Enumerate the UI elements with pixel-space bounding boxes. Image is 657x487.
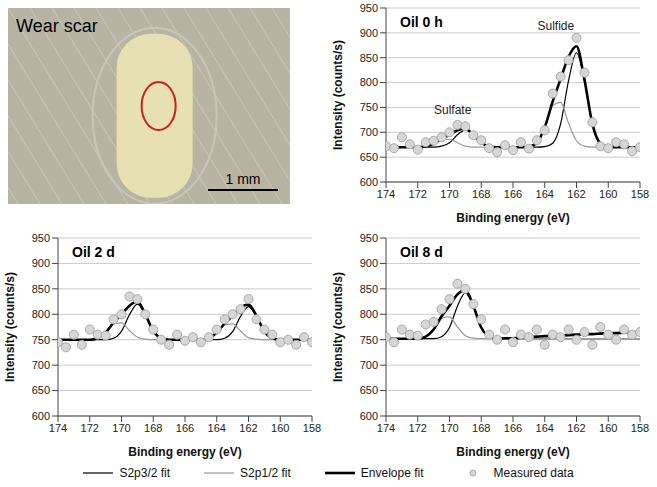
svg-text:174: 174 bbox=[377, 422, 395, 434]
svg-text:158: 158 bbox=[631, 422, 649, 434]
svg-text:900: 900 bbox=[32, 257, 50, 269]
svg-text:170: 170 bbox=[112, 422, 130, 434]
html-text:S2p1/2 fit: S2p1/2 fit bbox=[240, 466, 291, 480]
svg-text:Binding energy (eV): Binding energy (eV) bbox=[456, 211, 569, 225]
svg-text:650: 650 bbox=[360, 384, 378, 396]
svg-text:700: 700 bbox=[32, 359, 50, 371]
svg-text:162: 162 bbox=[239, 422, 257, 434]
svg-text:850: 850 bbox=[32, 283, 50, 295]
svg-text:170: 170 bbox=[440, 422, 458, 434]
svg-text:800: 800 bbox=[360, 308, 378, 320]
svg-text:162: 162 bbox=[567, 188, 585, 200]
svg-text:160: 160 bbox=[271, 422, 289, 434]
html-text:Oil 0 h: Oil 0 h bbox=[400, 14, 443, 30]
svg-text:172: 172 bbox=[409, 422, 427, 434]
html-text:S2p3/2 fit: S2p3/2 fit bbox=[119, 466, 171, 480]
svg-text:Intensity (counts/s): Intensity (counts/s) bbox=[3, 272, 17, 382]
svg-text:172: 172 bbox=[409, 188, 427, 200]
svg-text:800: 800 bbox=[360, 76, 378, 88]
svg-text:950: 950 bbox=[360, 232, 378, 244]
svg-text:Intensity (counts/s): Intensity (counts/s) bbox=[331, 40, 345, 150]
svg-text:Sulfate: Sulfate bbox=[434, 103, 472, 117]
svg-text:168: 168 bbox=[472, 422, 490, 434]
svg-text:950: 950 bbox=[32, 232, 50, 244]
svg-text:160: 160 bbox=[599, 422, 617, 434]
html-text:Measured data: Measured data bbox=[493, 466, 574, 480]
svg-text:174: 174 bbox=[49, 422, 67, 434]
html-text:Oil 8 d: Oil 8 d bbox=[400, 244, 443, 260]
svg-text:172: 172 bbox=[81, 422, 99, 434]
svg-text:166: 166 bbox=[176, 422, 194, 434]
svg-text:950: 950 bbox=[360, 2, 378, 14]
svg-text:166: 166 bbox=[504, 188, 522, 200]
svg-text:650: 650 bbox=[360, 151, 378, 163]
svg-text:174: 174 bbox=[377, 188, 395, 200]
html-text:Envelope fit: Envelope fit bbox=[360, 466, 424, 480]
svg-text:158: 158 bbox=[631, 188, 649, 200]
svg-text:166: 166 bbox=[504, 422, 522, 434]
html-text:Oil 2 d: Oil 2 d bbox=[72, 244, 115, 260]
svg-text:164: 164 bbox=[208, 422, 226, 434]
svg-text:160: 160 bbox=[599, 188, 617, 200]
svg-text:800: 800 bbox=[32, 308, 50, 320]
svg-text:750: 750 bbox=[360, 334, 378, 346]
svg-text:900: 900 bbox=[360, 27, 378, 39]
svg-text:Binding energy (eV): Binding energy (eV) bbox=[128, 445, 241, 459]
svg-text:900: 900 bbox=[360, 257, 378, 269]
svg-text:1 mm: 1 mm bbox=[226, 171, 261, 187]
svg-text:158: 158 bbox=[303, 422, 321, 434]
svg-text:162: 162 bbox=[567, 422, 585, 434]
svg-text:750: 750 bbox=[32, 334, 50, 346]
svg-text:168: 168 bbox=[144, 422, 162, 434]
svg-text:650: 650 bbox=[32, 384, 50, 396]
svg-text:600: 600 bbox=[32, 410, 50, 422]
svg-text:Binding energy (eV): Binding energy (eV) bbox=[456, 445, 569, 459]
svg-text:170: 170 bbox=[440, 188, 458, 200]
svg-text:600: 600 bbox=[360, 410, 378, 422]
svg-text:Intensity (counts/s): Intensity (counts/s) bbox=[331, 272, 345, 382]
svg-text:750: 750 bbox=[360, 101, 378, 113]
svg-text:164: 164 bbox=[536, 188, 554, 200]
svg-text:700: 700 bbox=[360, 359, 378, 371]
svg-text:164: 164 bbox=[536, 422, 554, 434]
svg-text:850: 850 bbox=[360, 283, 378, 295]
svg-text:700: 700 bbox=[360, 126, 378, 138]
svg-text:168: 168 bbox=[472, 188, 490, 200]
svg-text:Wear scar: Wear scar bbox=[16, 16, 98, 36]
svg-text:Sulfide: Sulfide bbox=[538, 19, 575, 33]
svg-text:600: 600 bbox=[360, 176, 378, 188]
svg-text:850: 850 bbox=[360, 52, 378, 64]
